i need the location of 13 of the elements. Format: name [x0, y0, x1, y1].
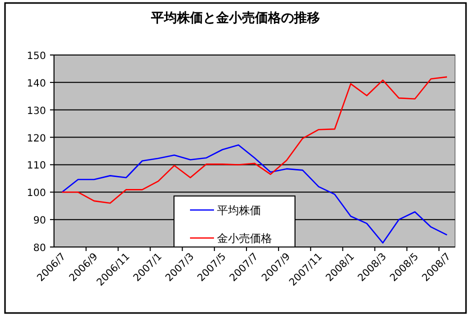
y-tick-label: 130	[26, 106, 46, 117]
legend-label: 平均株価	[217, 204, 261, 217]
y-tick-label: 90	[33, 216, 46, 227]
y-tick-label: 80	[33, 243, 46, 254]
y-tick-label: 150	[26, 51, 46, 62]
line-series	[61, 76, 448, 204]
legend-label: 金小売価格	[217, 232, 272, 245]
chart-title: 平均株価と金小売価格の推移	[150, 11, 320, 26]
y-tick-label: 120	[26, 133, 46, 144]
y-tick-label: 100	[26, 188, 46, 200]
line-series	[61, 144, 448, 244]
y-tick-label: 110	[26, 160, 46, 172]
y-tick-label: 140	[26, 78, 46, 90]
